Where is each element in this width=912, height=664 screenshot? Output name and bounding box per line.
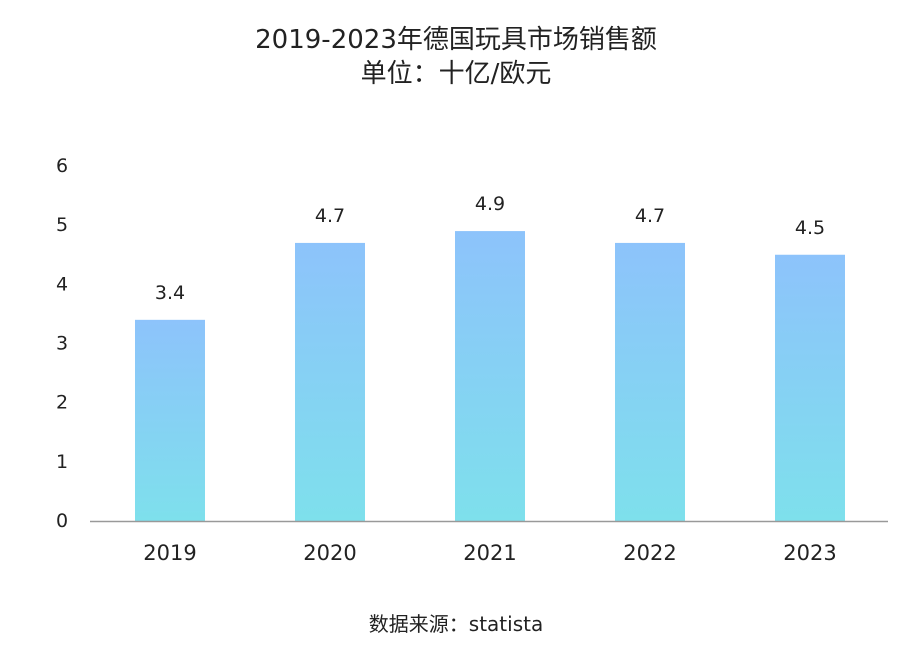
bar-2019 [135, 319, 205, 521]
value-label: 3.4 [155, 282, 185, 304]
chart-subtitle: 单位：十亿/欧元 [360, 59, 552, 89]
source-note: 数据来源：statista [0, 608, 912, 637]
x-tick-label: 2023 [783, 541, 836, 565]
y-tick-label: 3 [56, 333, 68, 355]
x-tick-label: 2022 [623, 541, 676, 565]
x-tick-label: 2020 [303, 541, 356, 565]
value-label: 4.5 [795, 217, 825, 239]
source-label: 数据来源： [368, 612, 469, 636]
value-label: 4.7 [635, 205, 665, 227]
y-tick-label: 5 [56, 214, 68, 236]
x-tick-label: 2019 [143, 541, 196, 565]
bar-2022 [615, 242, 685, 521]
bar-2021 [455, 231, 525, 522]
value-label: 4.7 [315, 205, 345, 227]
bar-2020 [295, 242, 365, 521]
x-axis-ticks: 2019 2020 2021 2022 2023 [143, 541, 836, 565]
y-tick-label: 6 [56, 155, 68, 177]
y-tick-label: 4 [56, 273, 68, 295]
value-label: 4.9 [475, 193, 505, 215]
chart-title: 2019-2023年德国玩具市场销售额 [255, 25, 657, 55]
y-tick-label: 2 [56, 392, 68, 414]
bars [135, 231, 845, 522]
y-axis-ticks: 0 1 2 3 4 5 6 [56, 155, 68, 532]
y-tick-label: 0 [56, 510, 68, 532]
y-tick-label: 1 [56, 451, 68, 473]
source-name: statista [468, 612, 544, 636]
value-labels: 3.4 4.7 4.9 4.7 4.5 [155, 193, 825, 304]
bar-2023 [775, 254, 845, 521]
x-tick-label: 2021 [463, 541, 516, 565]
